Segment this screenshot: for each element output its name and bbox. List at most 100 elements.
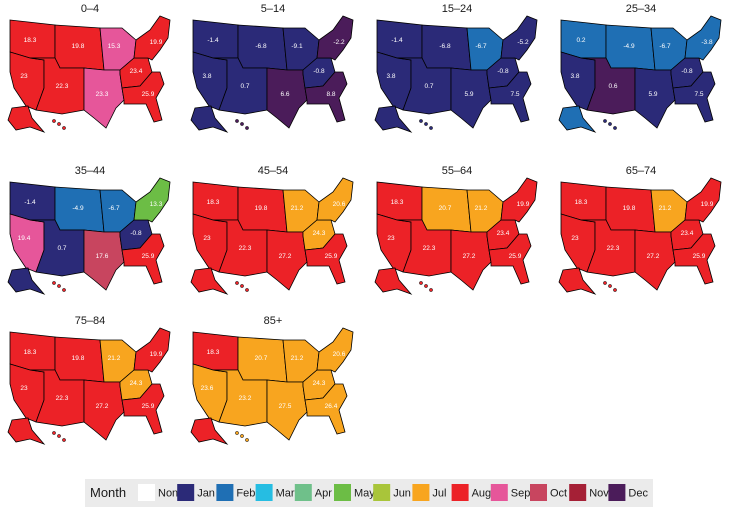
region-label: 19.9 bbox=[150, 39, 163, 46]
region-label: 23 bbox=[387, 235, 395, 242]
hawaii bbox=[245, 288, 249, 292]
hawaii bbox=[613, 288, 617, 292]
region bbox=[634, 67, 676, 129]
region-label: 25.9 bbox=[509, 253, 522, 260]
region bbox=[580, 219, 636, 277]
region-label: 25.9 bbox=[325, 253, 338, 260]
panel-title: 0–4 bbox=[81, 3, 99, 15]
region bbox=[133, 177, 171, 223]
hawaii bbox=[62, 288, 66, 292]
region-label: 18.3 bbox=[207, 199, 220, 206]
panel-title: 85+ bbox=[264, 315, 283, 327]
region-label: 5.9 bbox=[464, 91, 473, 98]
region bbox=[450, 229, 492, 291]
legend-label: Apr bbox=[315, 488, 332, 500]
legend-label: Jun bbox=[393, 488, 411, 500]
panel-title: 75–84 bbox=[75, 315, 106, 327]
region bbox=[672, 71, 716, 123]
hawaii bbox=[52, 119, 56, 123]
panel-title: 5–14 bbox=[261, 3, 285, 15]
region-label: 19.4 bbox=[18, 235, 31, 242]
region bbox=[133, 327, 171, 373]
alaska bbox=[190, 267, 229, 295]
region-label: 24.3 bbox=[313, 380, 326, 387]
legend-swatch bbox=[216, 484, 234, 501]
hawaii bbox=[429, 288, 433, 292]
alaska bbox=[558, 267, 597, 295]
alaska bbox=[558, 105, 597, 133]
region-label: -5.2 bbox=[517, 39, 529, 46]
region-label: 22.3 bbox=[56, 83, 69, 90]
region-label: -4.9 bbox=[623, 43, 635, 50]
hawaii bbox=[57, 122, 61, 126]
region-label: 15.3 bbox=[108, 43, 121, 50]
region bbox=[83, 229, 125, 291]
legend-label: Feb bbox=[236, 488, 255, 500]
hawaii bbox=[245, 438, 249, 442]
region-label: 25.9 bbox=[142, 403, 155, 410]
region-label: 7.5 bbox=[694, 91, 703, 98]
region-label: 25.9 bbox=[693, 253, 706, 260]
region-label: 18.3 bbox=[575, 199, 588, 206]
region bbox=[133, 15, 171, 61]
region-label: -0.8 bbox=[681, 68, 693, 75]
region bbox=[304, 383, 348, 435]
region-label: 23 bbox=[571, 235, 579, 242]
region-label: -6.8 bbox=[439, 43, 451, 50]
hawaii bbox=[603, 119, 607, 123]
region-label: 21.2 bbox=[291, 205, 304, 212]
region bbox=[580, 57, 636, 115]
region bbox=[396, 57, 452, 115]
legend-swatch bbox=[177, 484, 195, 501]
region bbox=[212, 369, 268, 427]
region-label: 27.5 bbox=[279, 403, 292, 410]
region bbox=[500, 177, 538, 223]
region bbox=[488, 233, 532, 285]
region-label: 0.2 bbox=[576, 37, 585, 44]
region-label: -9.1 bbox=[291, 43, 303, 50]
region-label: 22.3 bbox=[423, 245, 436, 252]
hawaii bbox=[613, 126, 617, 130]
region-label: 19.9 bbox=[150, 351, 163, 358]
region bbox=[500, 15, 538, 61]
region bbox=[684, 177, 722, 223]
hawaii bbox=[603, 281, 607, 285]
region bbox=[316, 15, 354, 61]
region-label: 8.8 bbox=[326, 91, 335, 98]
region-label: 20.6 bbox=[333, 351, 346, 358]
region-label: 25.9 bbox=[142, 253, 155, 260]
alaska bbox=[7, 105, 46, 133]
map-panel: 85+ 18.3 23.6 20.7 23.2 21.2 27.5 24.3 26.4 20.6 bbox=[190, 315, 354, 445]
region-label: 3.8 bbox=[202, 73, 211, 80]
region-label: 18.3 bbox=[24, 349, 37, 356]
alaska bbox=[374, 267, 413, 295]
region bbox=[83, 379, 125, 441]
hawaii bbox=[52, 281, 56, 285]
region-label: 21.2 bbox=[659, 205, 672, 212]
region-label: 27.2 bbox=[96, 403, 109, 410]
region-label: 27.2 bbox=[279, 253, 292, 260]
region-label: 19.8 bbox=[255, 205, 268, 212]
region bbox=[121, 233, 165, 285]
legend-title: Month bbox=[90, 485, 126, 500]
legend-swatch bbox=[490, 484, 508, 501]
region-label: 18.3 bbox=[391, 199, 404, 206]
region-label: 0.7 bbox=[57, 245, 66, 252]
hawaii bbox=[52, 431, 56, 435]
legend-swatch bbox=[412, 484, 430, 501]
hawaii bbox=[245, 126, 249, 130]
region bbox=[29, 219, 85, 277]
legend-label: May bbox=[354, 488, 375, 500]
hawaii bbox=[62, 126, 66, 130]
region-label: 23 bbox=[20, 385, 28, 392]
region-label: 22.3 bbox=[56, 395, 69, 402]
panel-title: 15–24 bbox=[442, 3, 473, 15]
region-label: 23.2 bbox=[239, 395, 252, 402]
region-label: 19.8 bbox=[72, 43, 85, 50]
region bbox=[396, 219, 452, 277]
region-label: 7.5 bbox=[510, 91, 519, 98]
region-label: 22.3 bbox=[607, 245, 620, 252]
alaska bbox=[7, 417, 46, 445]
region bbox=[121, 71, 165, 123]
